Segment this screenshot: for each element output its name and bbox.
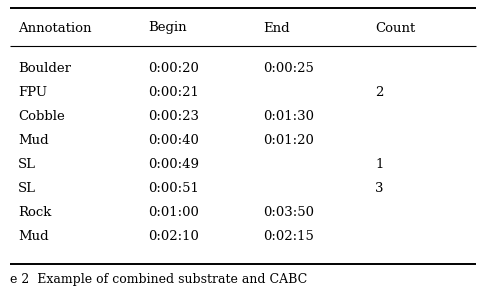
Text: 0:02:10: 0:02:10 [148,230,199,243]
Text: FPU: FPU [18,85,47,98]
Text: End: End [263,21,290,34]
Text: 0:00:23: 0:00:23 [148,110,199,123]
Text: 0:01:20: 0:01:20 [263,133,314,146]
Text: SL: SL [18,182,36,194]
Text: Cobble: Cobble [18,110,65,123]
Text: Annotation: Annotation [18,21,91,34]
Text: 0:00:51: 0:00:51 [148,182,199,194]
Text: Rock: Rock [18,205,52,219]
Text: e 2  Example of combined substrate and CABC: e 2 Example of combined substrate and CA… [10,274,307,287]
Text: Mud: Mud [18,230,49,243]
Text: 0:00:21: 0:00:21 [148,85,199,98]
Text: 0:02:15: 0:02:15 [263,230,314,243]
Text: 2: 2 [375,85,383,98]
Text: Mud: Mud [18,133,49,146]
Text: 0:00:40: 0:00:40 [148,133,199,146]
Text: 0:00:49: 0:00:49 [148,158,199,171]
Text: 0:01:30: 0:01:30 [263,110,314,123]
Text: 3: 3 [375,182,383,194]
Text: 0:00:25: 0:00:25 [263,62,314,75]
Text: 1: 1 [375,158,383,171]
Text: Boulder: Boulder [18,62,71,75]
Text: Count: Count [375,21,415,34]
Text: Begin: Begin [148,21,187,34]
Text: 0:03:50: 0:03:50 [263,205,314,219]
Text: 0:01:00: 0:01:00 [148,205,199,219]
Text: SL: SL [18,158,36,171]
Text: 0:00:20: 0:00:20 [148,62,199,75]
